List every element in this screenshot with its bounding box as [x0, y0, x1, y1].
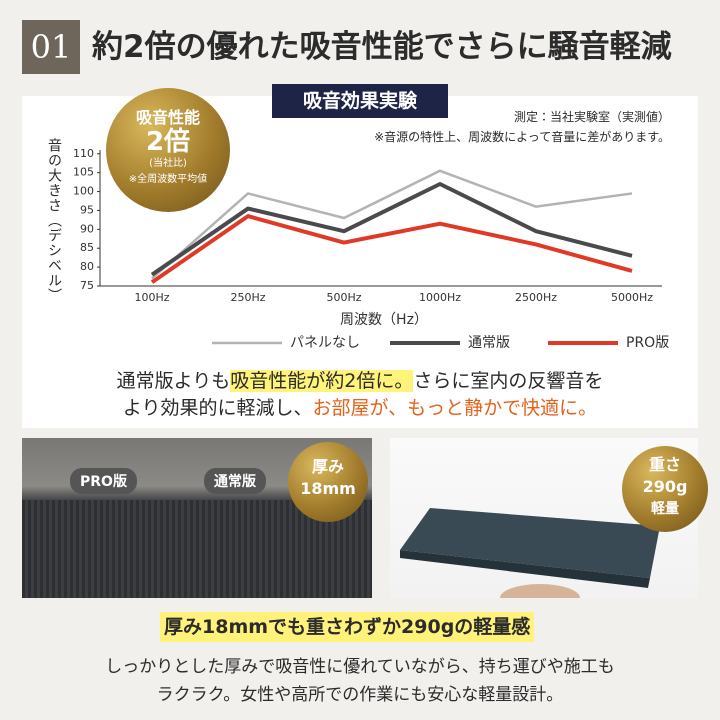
panel-illustration	[400, 508, 660, 598]
description: 通常版よりも吸音性能が約2倍に。さらに室内の反響音を より効果的に軽減し、お部屋…	[0, 368, 720, 422]
badge-text: 2倍	[145, 127, 191, 157]
text: より効果的に軽減し、	[122, 397, 313, 419]
section-number: 01	[22, 20, 80, 74]
y-tick-label: 110	[73, 147, 94, 160]
note: 測定：当社実験室（実測値）	[513, 110, 670, 124]
chart-title: 吸音効果実験	[272, 84, 448, 118]
x-tick-label: 5000Hz	[611, 291, 653, 304]
hand	[500, 584, 580, 598]
badge-text: 軽量	[651, 501, 679, 517]
y-axis-label: 音の大きさ（デシベル）	[46, 138, 62, 303]
badge-text: 吸音性能	[135, 108, 200, 127]
badge: 重さ 290g 軽量	[622, 446, 708, 532]
accent-text: お部屋が、もっと静かで快適に。	[312, 397, 598, 419]
photo-weight	[390, 438, 698, 598]
series-line	[150, 182, 633, 277]
series-line	[151, 169, 633, 280]
x-tick-label: 1000Hz	[419, 291, 461, 304]
badge-text: 18mm	[300, 479, 356, 498]
x-axis-label: 周波数（Hz）	[340, 312, 428, 328]
x-tick-label: 100Hz	[134, 291, 169, 304]
body-text: しっかりとした厚みで吸音性に優れていながら、持ち運びや施工も	[105, 657, 615, 677]
y-tick-label: 100	[73, 185, 94, 198]
badge-text: 厚み	[311, 457, 344, 476]
text: さらに室内の反響音を	[413, 370, 604, 392]
y-tick-label: 105	[73, 166, 94, 179]
headline: 厚み18mmでも重さわずか290gの軽量感	[160, 612, 535, 642]
panel-top	[400, 508, 660, 578]
y-tick-label: 90	[80, 222, 94, 235]
panel-edge	[400, 550, 650, 588]
legend-label: パネルなし	[290, 335, 360, 351]
badge-text: ※全周波数平均値	[128, 174, 208, 185]
badge-text: (当社比)	[149, 158, 187, 169]
chart: 75 80 85 90 95 100 105 110 100Hz 250Hz 500Hz 1000Hz…	[73, 147, 669, 351]
note: ※音源の特性上、周波数によって音量に差があります。	[374, 130, 670, 144]
badge: 吸音性能 2倍 (当社比) ※全周波数平均値	[106, 88, 230, 212]
text: 通常版よりも	[116, 370, 231, 392]
badge: 厚み 18mm	[288, 442, 368, 522]
y-tick-label: 85	[80, 241, 94, 254]
y-tick-label: 80	[80, 260, 94, 273]
body-text: ラクラク。女性や高所での作業にも安心な軽量設計。	[156, 685, 564, 705]
x-tick-label: 2500Hz	[515, 291, 557, 304]
tag: PRO版	[70, 468, 137, 494]
x-tick-label: 250Hz	[230, 291, 265, 304]
legend-label: PRO版	[626, 335, 669, 351]
highlight: 吸音性能が約2倍に。	[230, 370, 414, 392]
page-title: 約2倍の優れた吸音性能でさらに騒音軽減	[92, 29, 672, 65]
badge-text: 290g	[642, 477, 688, 496]
series-line	[150, 214, 633, 284]
x-tick-label: 500Hz	[326, 291, 361, 304]
y-tick-label: 75	[80, 279, 94, 292]
y-tick-label: 95	[80, 203, 94, 216]
legend-label: 通常版	[468, 335, 510, 351]
tag: 通常版	[204, 468, 266, 494]
badge-text: 重さ	[648, 455, 681, 474]
